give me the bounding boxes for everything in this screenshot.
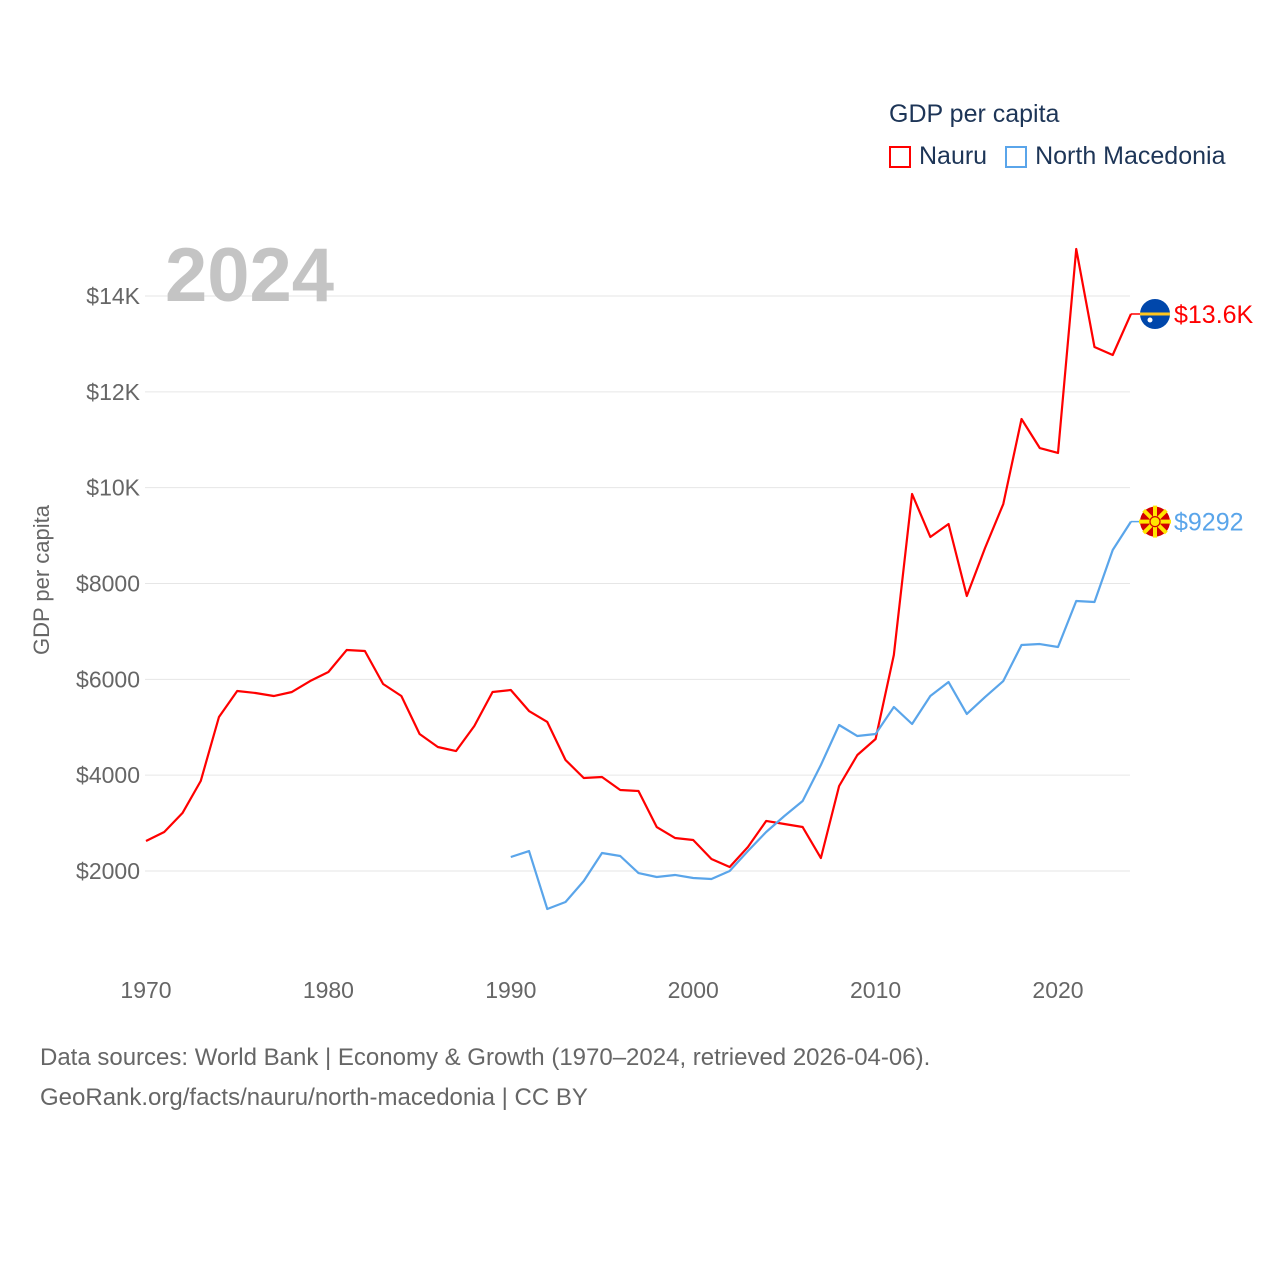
- y-tick-label: $4000: [76, 762, 140, 788]
- footer-url: GeoRank.org/facts/nauru/north-macedonia …: [40, 1084, 588, 1111]
- x-tick-label: 1980: [303, 977, 354, 1003]
- y-tick-label: $2000: [76, 858, 140, 884]
- flag-sun: [1149, 516, 1161, 528]
- series-line-north-macedonia: [510, 521, 1132, 911]
- legend-item-north-macedonia[interactable]: North Macedonia: [1005, 142, 1225, 171]
- legend-swatch-north-macedonia: [1005, 145, 1028, 168]
- y-tick-label: $10K: [86, 475, 140, 501]
- y-axis-label: GDP per capita: [29, 504, 54, 656]
- footer-sources: Data sources: World Bank | Economy & Gro…: [40, 1044, 931, 1071]
- y-tick-label: $12K: [86, 379, 140, 405]
- x-tick-label: 2020: [1032, 977, 1083, 1003]
- y-tick-label: $8000: [76, 571, 140, 597]
- legend-title: GDP per capita: [889, 100, 1060, 128]
- year-label: 2024: [165, 233, 335, 318]
- x-tick-label: 1990: [485, 977, 536, 1003]
- legend-swatch-nauru: [889, 145, 911, 168]
- y-tick-label: $6000: [76, 666, 140, 692]
- y-tick-label: $14K: [86, 283, 140, 309]
- legend-label-nauru: Nauru: [919, 142, 988, 170]
- legend-item-nauru[interactable]: Nauru: [889, 142, 987, 171]
- legend-label-north-macedonia: North Macedonia: [1035, 142, 1226, 170]
- end-label-north-macedonia: $9292: [1174, 509, 1244, 537]
- series-line-nauru: [145, 247, 1132, 869]
- nauru-flag-stripe: [1140, 312, 1170, 316]
- nauru-flag-star: [1147, 317, 1153, 323]
- end-label-nauru: $13.6K: [1174, 301, 1254, 329]
- x-tick-label: 2010: [850, 977, 901, 1003]
- x-tick-label: 1970: [120, 977, 171, 1003]
- legend: Nauru North Macedonia: [889, 142, 1243, 171]
- x-tick-label: 2000: [668, 977, 719, 1003]
